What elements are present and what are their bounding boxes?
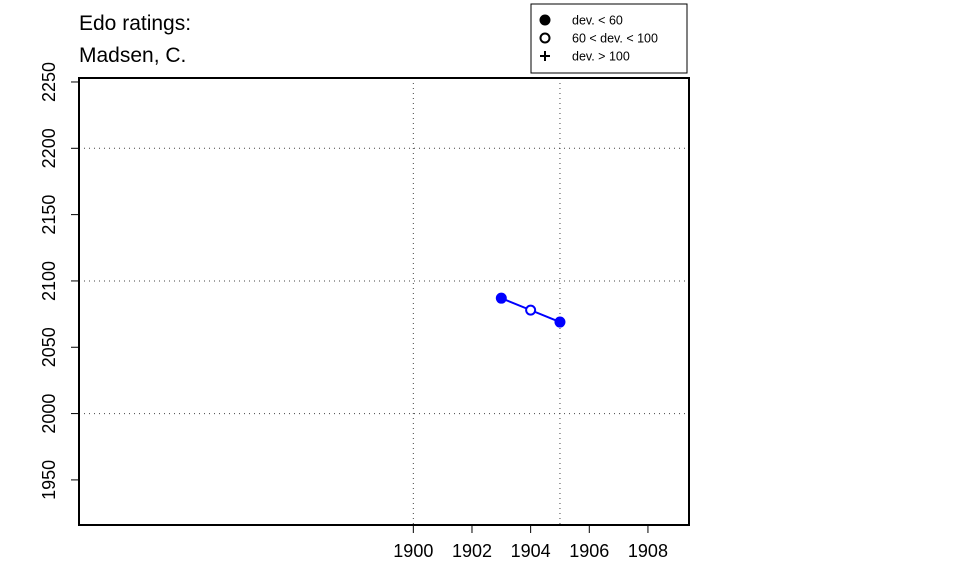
y-tick-label-2200: 2200 [39,128,59,168]
chart-title-line-1: Edo ratings: [79,12,191,35]
y-tick-label-2100: 2100 [39,261,59,301]
grid [79,78,689,525]
x-tick-label-1900: 1900 [393,541,433,561]
legend-label-0: dev. < 60 [572,14,623,28]
legend-marker-2 [540,51,550,61]
plot-frame [78,77,690,526]
legend-label-2: dev. > 100 [572,50,630,64]
legend-box [530,3,688,74]
axes: 1900 1902 1904 1906 1908 1950 2000 2050 2100 2150… [39,62,668,561]
data-series [495,292,566,328]
y-tick-label-2000: 2000 [39,394,59,434]
data-point-1903 [495,292,507,304]
legend-label-1: 60 < dev. < 100 [572,32,658,46]
legend-marker-0 [539,14,551,26]
y-tick-label-2050: 2050 [39,327,59,367]
chart-title-line-2: Madsen, C. [79,44,186,67]
y-tick-label-2150: 2150 [39,195,59,235]
x-tick-label-1908: 1908 [628,541,668,561]
y-tick-label-2250: 2250 [39,62,59,102]
legend: dev. < 60 60 < dev. < 100 dev. > 100 [530,3,688,74]
x-tick-label-1904: 1904 [511,541,551,561]
x-tick-label-1902: 1902 [452,541,492,561]
data-point-1904 [525,304,537,316]
data-point-1905 [554,316,566,328]
x-tick-label-1906: 1906 [569,541,609,561]
y-tick-label-1950: 1950 [39,460,59,500]
legend-marker-1 [539,32,551,44]
